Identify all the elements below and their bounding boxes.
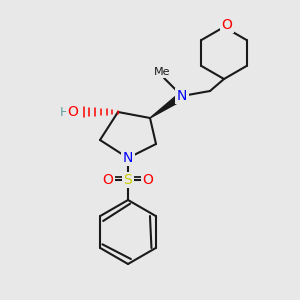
Text: N: N (123, 151, 133, 165)
Text: O: O (103, 173, 113, 187)
Text: N: N (177, 89, 187, 103)
Text: O: O (142, 173, 153, 187)
Text: H: H (59, 106, 69, 118)
Text: O: O (68, 105, 78, 119)
Polygon shape (150, 93, 184, 118)
Text: Me: Me (154, 67, 170, 77)
Text: S: S (124, 173, 132, 187)
Text: O: O (222, 18, 232, 32)
